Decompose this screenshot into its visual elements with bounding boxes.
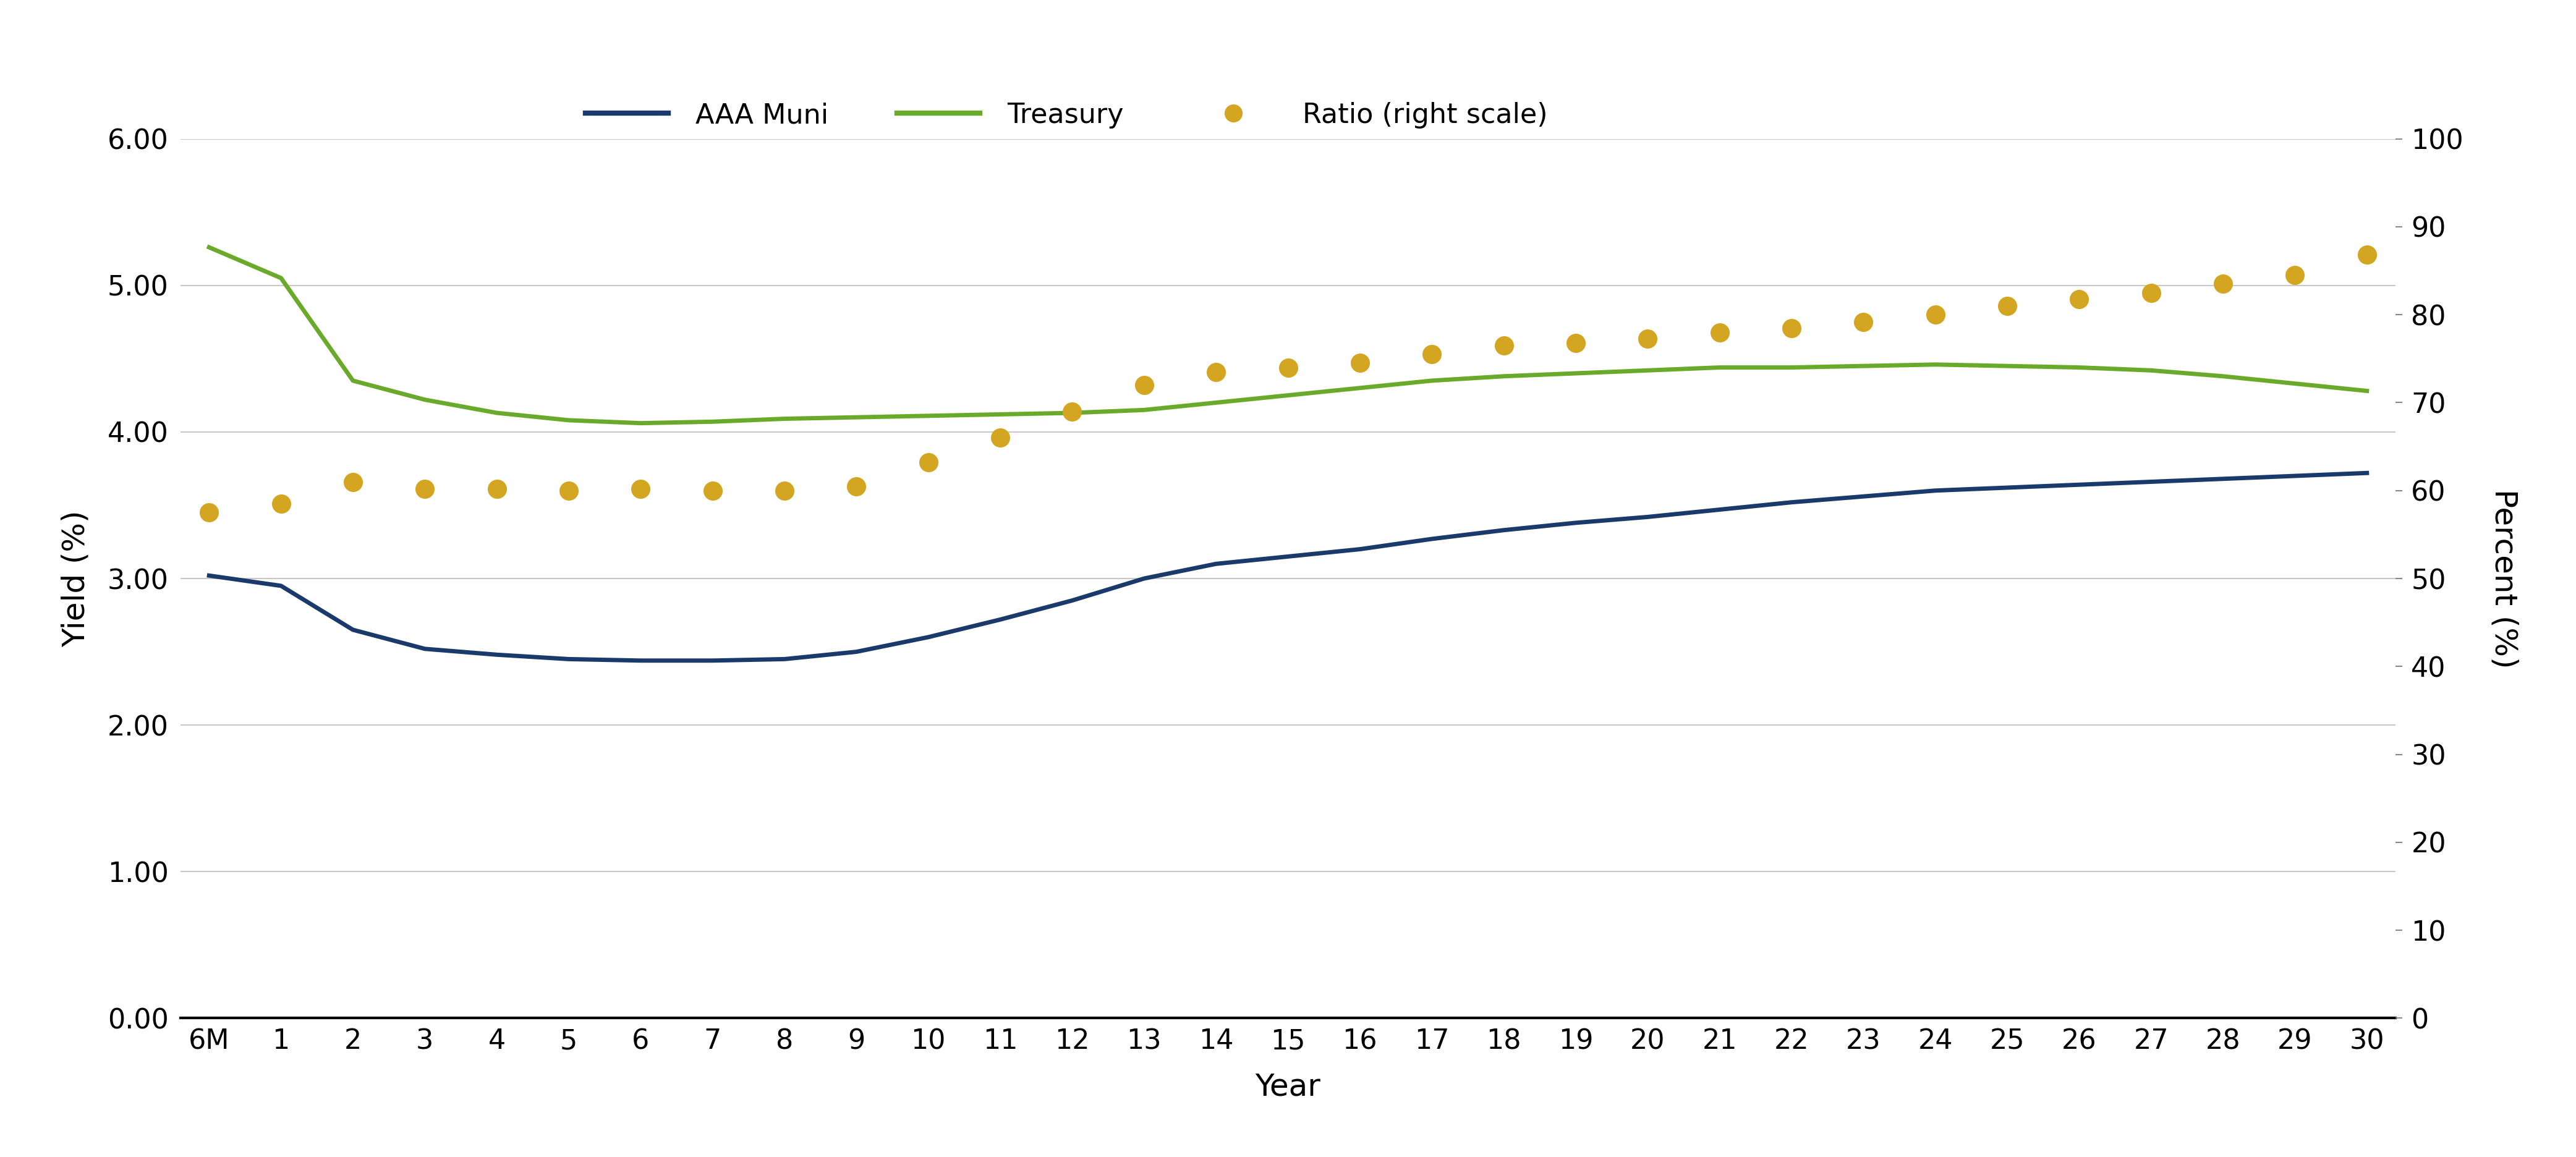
- Ratio (right scale): [621, 479, 662, 498]
- Ratio (right scale): [188, 503, 229, 522]
- Treasury: [1273, 389, 1303, 403]
- Ratio (right scale): [765, 481, 806, 500]
- AAA Muni: [626, 654, 657, 668]
- AAA Muni: [1561, 516, 1592, 530]
- Treasury: [1345, 381, 1376, 395]
- Treasury: [1128, 403, 1159, 417]
- Ratio (right scale): [2058, 289, 2099, 308]
- Treasury: [2352, 384, 2383, 398]
- AAA Muni: [1345, 543, 1376, 557]
- Treasury: [912, 408, 943, 422]
- Treasury: [554, 413, 585, 427]
- Treasury: [265, 271, 296, 285]
- Ratio (right scale): [1628, 330, 1669, 348]
- Ratio (right scale): [1412, 345, 1453, 363]
- AAA Muni: [1633, 510, 1664, 524]
- Ratio (right scale): [1770, 318, 1811, 337]
- Treasury: [2063, 361, 2094, 375]
- Ratio (right scale): [1340, 354, 1381, 373]
- AAA Muni: [1919, 484, 1950, 498]
- Treasury: [1705, 361, 1736, 375]
- AAA Muni: [770, 653, 801, 666]
- Y-axis label: Percent (%): Percent (%): [2488, 488, 2519, 669]
- AAA Muni: [1775, 495, 1806, 509]
- Line: AAA Muni: AAA Muni: [209, 473, 2367, 661]
- AAA Muni: [1847, 489, 1878, 503]
- AAA Muni: [482, 648, 513, 662]
- AAA Muni: [1991, 480, 2022, 494]
- Treasury: [1561, 367, 1592, 381]
- AAA Muni: [265, 578, 296, 592]
- AAA Muni: [2208, 472, 2239, 486]
- Treasury: [1489, 369, 1520, 383]
- Treasury: [1991, 359, 2022, 373]
- AAA Muni: [1200, 557, 1231, 570]
- AAA Muni: [554, 653, 585, 666]
- Treasury: [193, 241, 224, 255]
- Ratio (right scale): [260, 494, 301, 513]
- Treasury: [1417, 374, 1448, 388]
- Treasury: [1775, 361, 1806, 375]
- Ratio (right scale): [1842, 312, 1883, 331]
- Treasury: [840, 411, 871, 425]
- AAA Muni: [2063, 478, 2094, 492]
- Ratio (right scale): [1484, 337, 1525, 355]
- AAA Muni: [337, 622, 368, 636]
- AAA Muni: [698, 654, 729, 668]
- Treasury: [698, 414, 729, 428]
- Ratio (right scale): [1123, 376, 1164, 395]
- X-axis label: Year: Year: [1255, 1071, 1321, 1101]
- Treasury: [2208, 369, 2239, 383]
- Treasury: [1633, 363, 1664, 377]
- Ratio (right scale): [477, 479, 518, 498]
- AAA Muni: [1128, 572, 1159, 585]
- Ratio (right scale): [1556, 333, 1597, 352]
- Ratio (right scale): [1986, 296, 2027, 315]
- Ratio (right scale): [404, 479, 446, 498]
- Treasury: [2280, 377, 2311, 391]
- AAA Muni: [2280, 469, 2311, 482]
- Treasury: [337, 374, 368, 388]
- Treasury: [626, 417, 657, 430]
- AAA Muni: [1273, 550, 1303, 563]
- Ratio (right scale): [332, 472, 374, 491]
- AAA Muni: [1056, 594, 1087, 607]
- AAA Muni: [1417, 532, 1448, 546]
- AAA Muni: [2352, 466, 2383, 480]
- Treasury: [984, 407, 1015, 421]
- AAA Muni: [984, 612, 1015, 626]
- Ratio (right scale): [2275, 266, 2316, 285]
- Ratio (right scale): [2130, 283, 2172, 302]
- Ratio (right scale): [835, 477, 876, 495]
- AAA Muni: [2136, 474, 2166, 488]
- AAA Muni: [1489, 523, 1520, 537]
- Line: Treasury: Treasury: [209, 248, 2367, 423]
- Ratio (right scale): [693, 481, 734, 500]
- Treasury: [1200, 396, 1231, 410]
- Ratio (right scale): [1267, 359, 1309, 377]
- AAA Muni: [912, 631, 943, 644]
- AAA Muni: [410, 642, 440, 656]
- Ratio (right scale): [2347, 245, 2388, 264]
- AAA Muni: [1705, 502, 1736, 516]
- Treasury: [1919, 358, 1950, 371]
- AAA Muni: [840, 644, 871, 658]
- Treasury: [1847, 359, 1878, 373]
- Treasury: [482, 406, 513, 420]
- Treasury: [410, 392, 440, 406]
- Legend: AAA Muni, Treasury, Ratio (right scale): AAA Muni, Treasury, Ratio (right scale): [574, 91, 1558, 140]
- Ratio (right scale): [2202, 274, 2244, 293]
- Treasury: [2136, 363, 2166, 377]
- Ratio (right scale): [1051, 403, 1092, 421]
- Ratio (right scale): [1700, 323, 1741, 341]
- Ratio (right scale): [1914, 305, 1955, 324]
- Ratio (right scale): [979, 428, 1020, 447]
- Y-axis label: Yield (%): Yield (%): [62, 510, 90, 647]
- Treasury: [1056, 406, 1087, 420]
- Ratio (right scale): [907, 454, 948, 472]
- Ratio (right scale): [549, 481, 590, 500]
- AAA Muni: [193, 568, 224, 582]
- Ratio (right scale): [1195, 362, 1236, 381]
- Treasury: [770, 412, 801, 426]
